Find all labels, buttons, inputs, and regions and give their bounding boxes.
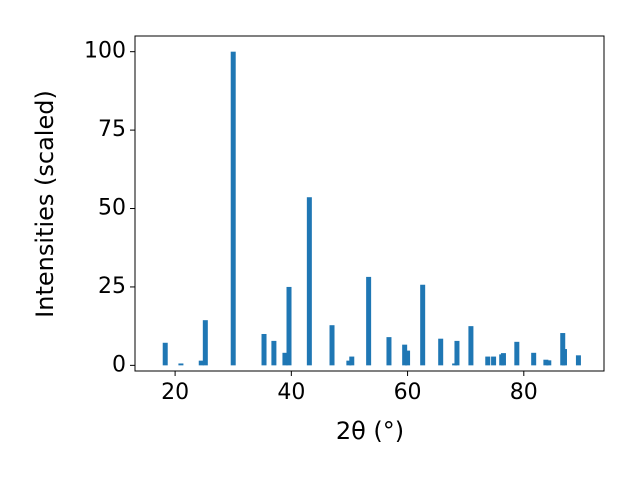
y-tick-label: 50 <box>98 196 126 221</box>
bar <box>230 51 236 366</box>
x-tick-label: 60 <box>394 380 422 405</box>
bar <box>346 360 352 366</box>
bar <box>282 352 288 366</box>
bar <box>561 349 567 366</box>
bar <box>271 340 277 366</box>
x-tick-label: 80 <box>510 380 538 405</box>
bar <box>329 325 335 366</box>
x-tick-label: 20 <box>161 380 189 405</box>
bar <box>306 197 312 366</box>
plot-frame <box>134 35 605 372</box>
bar <box>491 356 497 366</box>
y-tick-label: 75 <box>98 117 126 142</box>
bar <box>405 350 411 366</box>
bar <box>261 333 267 366</box>
bar <box>514 341 520 366</box>
bar <box>178 363 184 366</box>
y-axis-title: Intensities (scaled) <box>31 90 59 318</box>
bar <box>543 359 549 366</box>
y-tick-label: 0 <box>112 352 126 377</box>
bar <box>162 342 168 366</box>
bar <box>438 338 444 366</box>
bar <box>468 326 474 366</box>
bar <box>420 284 426 366</box>
x-tick-label: 40 <box>277 380 305 405</box>
bar <box>485 356 491 366</box>
bar <box>349 356 355 366</box>
bar <box>454 340 460 366</box>
bar <box>500 353 506 366</box>
bar <box>531 352 537 366</box>
bar <box>366 276 372 366</box>
bar <box>386 337 392 366</box>
bar <box>286 286 292 366</box>
bar <box>198 360 204 366</box>
bar <box>546 360 552 366</box>
bar <box>402 344 408 366</box>
bar <box>575 355 581 366</box>
y-tick-label: 25 <box>98 274 126 299</box>
bar <box>202 320 208 366</box>
x-axis-title: 2θ (°) <box>336 417 404 445</box>
y-tick-label: 100 <box>84 39 126 64</box>
